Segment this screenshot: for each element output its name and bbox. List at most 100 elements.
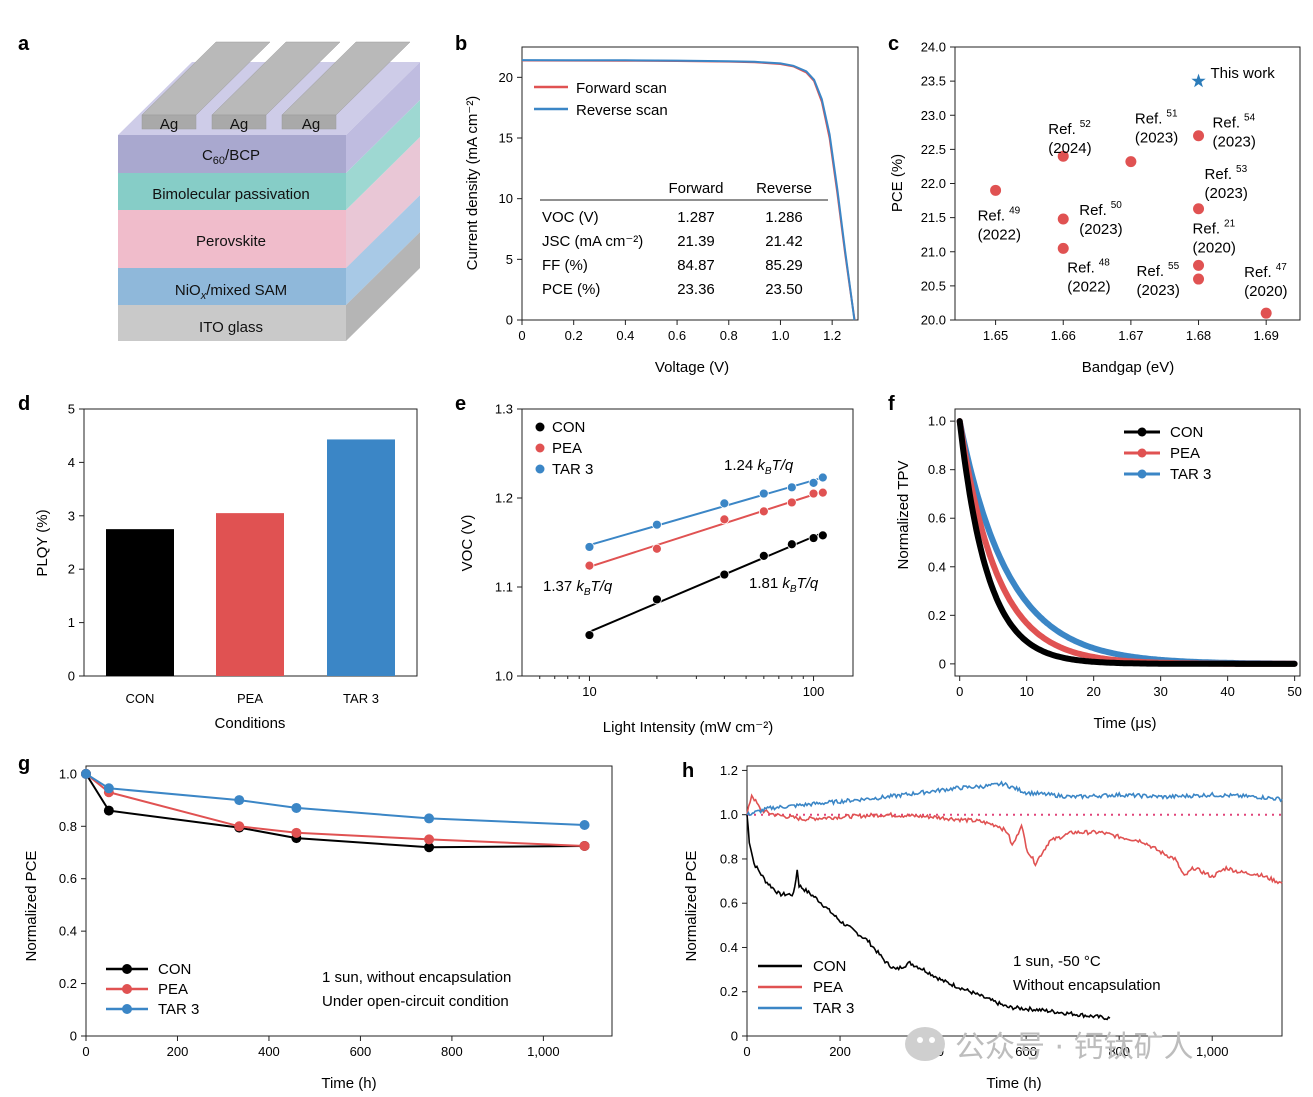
chart-h-xtick-label: 200 bbox=[829, 1044, 851, 1059]
chart-b-ytick-label: 10 bbox=[499, 191, 513, 206]
chart-c-point-label: Ref. 53 bbox=[1205, 164, 1248, 183]
chart-g-point bbox=[424, 813, 435, 824]
chart-d-ytick-label: 1 bbox=[68, 615, 75, 630]
chart-b-table-rowlabel: PCE (%) bbox=[542, 281, 600, 298]
layer-bimolecular: Bimolecular passivation bbox=[152, 186, 310, 203]
chart-f-ytick-label: 0.2 bbox=[928, 608, 946, 623]
chart-e-point bbox=[584, 542, 595, 552]
chart-f-xtick-label: 40 bbox=[1220, 684, 1234, 699]
chart-g-ytick-label: 0.8 bbox=[59, 819, 77, 834]
chart-c-point bbox=[1057, 150, 1069, 162]
chart-g-stability: 0 200 400 600 800 1,000 0 0.2 0.4 0.6 0.8 1.0 Time (… bbox=[23, 765, 613, 1092]
chart-h-xlabel: Time (h) bbox=[986, 1075, 1041, 1092]
chart-b-series-reverse bbox=[521, 59, 856, 321]
chart-b-xtick-label: 0.6 bbox=[668, 328, 686, 343]
chart-c-point-label: Ref. 21 bbox=[1193, 218, 1236, 237]
chart-c-ytick-label: 22.5 bbox=[921, 142, 946, 157]
chart-g-note: 1 sun, without encapsulation bbox=[322, 969, 511, 986]
layer-ito: ITO glass bbox=[199, 319, 263, 336]
chart-h-ytick-label: 0.4 bbox=[720, 940, 738, 955]
chart-h-legend-label: CON bbox=[813, 958, 846, 975]
chart-c-point bbox=[990, 184, 1002, 196]
chart-b-xtick-label: 0.4 bbox=[616, 328, 634, 343]
chart-c-ytick-label: 22.0 bbox=[921, 176, 946, 191]
chart-b-ylabel: Current density (mA cm⁻²) bbox=[464, 96, 481, 271]
chart-c-ytick-label: 23.5 bbox=[921, 74, 946, 89]
chart-c-point-year: (2023) bbox=[1079, 221, 1122, 238]
chart-e-slope-annotation: 1.37 kBT/q bbox=[543, 578, 613, 598]
chart-f-xtick-label: 50 bbox=[1287, 684, 1301, 699]
chart-b-table-cell: 85.29 bbox=[765, 257, 803, 274]
chart-g-xtick-label: 0 bbox=[82, 1044, 89, 1059]
chart-c-point-year: (2023) bbox=[1135, 130, 1178, 147]
chart-g-xlabel: Time (h) bbox=[321, 1075, 376, 1092]
chart-b-table-cell: 23.36 bbox=[677, 281, 715, 298]
panel-label-b: b bbox=[455, 33, 467, 55]
chart-e-legend-marker bbox=[535, 443, 545, 453]
chart-h-ylabel: Normalized PCE bbox=[683, 851, 700, 962]
chart-b-table-cell: 84.87 bbox=[677, 257, 715, 274]
chart-c-this-work-label: This work bbox=[1211, 65, 1276, 82]
chart-e-point bbox=[758, 550, 769, 561]
chart-e-point bbox=[808, 533, 819, 543]
chart-g-point bbox=[291, 802, 302, 813]
chart-c-point bbox=[1193, 203, 1205, 215]
chart-c-point-label: Ref. 50 bbox=[1079, 200, 1122, 219]
chart-e-point bbox=[786, 497, 797, 508]
chart-f-ytick-label: 0.8 bbox=[928, 462, 946, 477]
chart-d-xlabel: Conditions bbox=[215, 715, 286, 732]
chart-c-point-year: (2020) bbox=[1244, 283, 1287, 300]
chart-e-slope-annotation: 1.24 kBT/q bbox=[724, 457, 794, 477]
chart-g-series-line bbox=[85, 773, 585, 849]
chart-g-frame bbox=[85, 765, 613, 1037]
chart-e-point bbox=[808, 488, 819, 499]
chart-b-table-header: Forward bbox=[668, 180, 723, 197]
chart-g-point bbox=[291, 827, 302, 838]
chart-e-ytick-label: 1.0 bbox=[495, 669, 513, 684]
chart-c-point-label: Ref. 48 bbox=[1067, 257, 1110, 276]
chart-g-point bbox=[424, 834, 435, 845]
chart-e-legend-marker bbox=[535, 422, 545, 432]
chart-e-point bbox=[719, 514, 730, 525]
chart-g-ytick-label: 0.6 bbox=[59, 871, 77, 886]
chart-h-legend-label: PEA bbox=[813, 979, 843, 996]
chart-f-xtick-label: 0 bbox=[956, 684, 963, 699]
chart-c-ytick-label: 23.0 bbox=[921, 108, 946, 123]
chart-e-point bbox=[817, 472, 828, 483]
chart-e-ylabel: VOC (V) bbox=[459, 515, 476, 572]
chart-h-ytick-label: 1.2 bbox=[720, 763, 738, 778]
chart-e-legend-marker bbox=[535, 464, 545, 474]
chart-f-ytick-label: 0.6 bbox=[928, 511, 946, 526]
chart-g-xtick-label: 400 bbox=[258, 1044, 280, 1059]
chart-f-ytick-label: 0 bbox=[939, 656, 946, 671]
chart-e-point bbox=[584, 630, 595, 640]
chart-h-xtick-label: 600 bbox=[1015, 1044, 1037, 1059]
chart-d-ytick-label: 4 bbox=[68, 455, 75, 470]
chart-f-xlabel: Time (μs) bbox=[1093, 715, 1156, 732]
panel-label-g: g bbox=[18, 753, 30, 775]
chart-b-table-rowlabel: FF (%) bbox=[542, 257, 588, 274]
panel-label-e: e bbox=[455, 393, 466, 415]
chart-g-point bbox=[81, 768, 91, 779]
chart-e-ytick-label: 1.2 bbox=[495, 491, 513, 506]
chart-g-note: Under open-circuit condition bbox=[322, 993, 509, 1010]
chart-g-point bbox=[424, 842, 435, 853]
chart-e-point bbox=[817, 530, 828, 541]
chart-d-ytick-label: 2 bbox=[68, 562, 75, 577]
chart-h-stability-thermal: 02004006008001,00000.20.40.60.81.01.2Tim… bbox=[683, 763, 1283, 1092]
chart-b-ytick-label: 5 bbox=[506, 252, 513, 267]
chart-f-legend-marker bbox=[1137, 448, 1147, 458]
chart-f-series-con bbox=[956, 418, 1298, 667]
chart-e-frame bbox=[521, 408, 854, 677]
chart-d-ylabel: PLQY (%) bbox=[34, 509, 51, 576]
chart-e-ytick-label: 1.3 bbox=[495, 402, 513, 417]
chart-f-legend-marker bbox=[1137, 469, 1147, 479]
chart-c-this-work-star bbox=[1191, 73, 1206, 88]
chart-e-xtick-label: 10 bbox=[582, 684, 596, 699]
chart-e-xtick-label: 100 bbox=[803, 684, 825, 699]
chart-c-ytick-label: 20.5 bbox=[921, 278, 946, 293]
chart-e-voc-intensity: 10 100 1.0 1.1 1.2 1.3 Light Intensity (mW cm⁻… bbox=[459, 402, 854, 736]
chart-h-ytick-label: 0.2 bbox=[720, 984, 738, 999]
chart-g-legend-label: TAR 3 bbox=[158, 1001, 199, 1018]
chart-c-pce-bandgap: 1.65 1.66 1.67 1.68 1.69 20.0 20.5 21.0 21.5 22.0… bbox=[889, 40, 1301, 376]
